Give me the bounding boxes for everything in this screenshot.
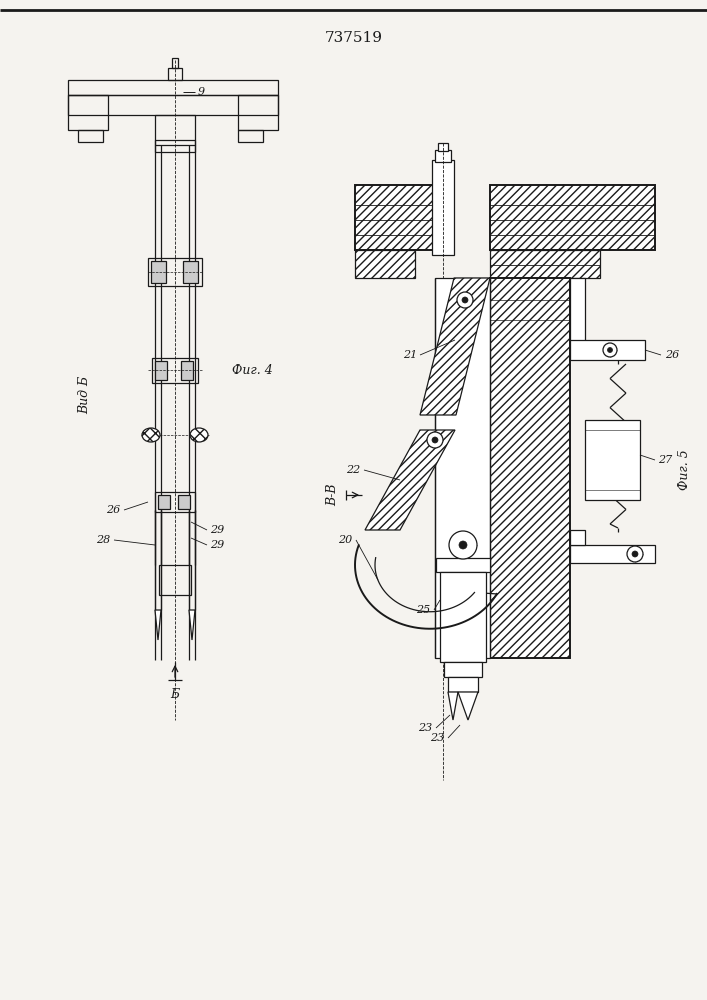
Text: 26: 26 (665, 350, 679, 360)
Text: 23: 23 (418, 723, 432, 733)
Bar (570, 340, 645, 360)
Text: 22: 22 (346, 465, 360, 475)
Bar (570, 278, 585, 343)
Bar (238, 95, 278, 130)
Text: Фиг. 5: Фиг. 5 (679, 450, 691, 490)
Text: В-В: В-В (327, 484, 339, 506)
Bar (490, 278, 570, 658)
Text: 21: 21 (403, 350, 417, 360)
Polygon shape (458, 692, 478, 720)
Bar (444, 662, 482, 677)
Circle shape (603, 343, 617, 357)
Bar (158, 495, 170, 509)
Polygon shape (448, 692, 458, 720)
Bar (181, 361, 193, 380)
Text: 27: 27 (658, 455, 672, 465)
Bar (152, 358, 198, 383)
Bar (68, 80, 278, 95)
Text: 29: 29 (210, 525, 224, 535)
Text: 23: 23 (430, 733, 444, 743)
Bar (355, 250, 415, 278)
Bar (155, 361, 167, 380)
Bar (570, 530, 585, 545)
Bar (155, 140, 195, 152)
Bar (490, 250, 600, 278)
Text: 26: 26 (106, 505, 120, 515)
Polygon shape (189, 610, 195, 640)
Text: Вид Б: Вид Б (78, 376, 91, 414)
Bar (440, 572, 486, 662)
Bar (68, 95, 278, 115)
Bar (238, 130, 263, 142)
Bar (355, 185, 435, 250)
Bar (78, 130, 103, 142)
Bar (155, 115, 195, 145)
Bar (151, 261, 166, 283)
Bar (438, 143, 448, 151)
Ellipse shape (190, 428, 208, 442)
Ellipse shape (142, 428, 160, 442)
Text: Б: Б (170, 688, 180, 702)
Text: 25: 25 (416, 605, 430, 615)
Bar (183, 261, 198, 283)
Circle shape (632, 551, 638, 557)
Text: 20: 20 (338, 535, 352, 545)
Circle shape (627, 546, 643, 562)
Bar (490, 185, 655, 250)
Circle shape (449, 531, 477, 559)
Bar (148, 258, 202, 286)
Text: Фиг. 4: Фиг. 4 (232, 363, 272, 376)
Bar (68, 95, 108, 130)
Circle shape (607, 348, 612, 353)
Bar (585, 420, 640, 500)
Circle shape (432, 437, 438, 443)
Text: 9: 9 (198, 87, 205, 97)
Bar (432, 160, 454, 255)
Circle shape (457, 292, 473, 308)
Polygon shape (420, 278, 490, 415)
Bar (570, 545, 655, 563)
Bar (159, 565, 191, 595)
Circle shape (459, 541, 467, 549)
Circle shape (427, 432, 443, 448)
Bar (435, 278, 490, 658)
Circle shape (462, 297, 468, 303)
Bar (436, 558, 490, 572)
Polygon shape (155, 610, 161, 640)
Text: 29: 29 (210, 540, 224, 550)
Bar (168, 68, 182, 80)
Bar (448, 677, 478, 692)
Bar (178, 495, 190, 509)
Text: 28: 28 (95, 535, 110, 545)
Text: 737519: 737519 (325, 31, 383, 45)
Bar (155, 492, 195, 512)
Polygon shape (365, 430, 455, 530)
Bar (172, 58, 178, 68)
Bar (435, 150, 451, 162)
